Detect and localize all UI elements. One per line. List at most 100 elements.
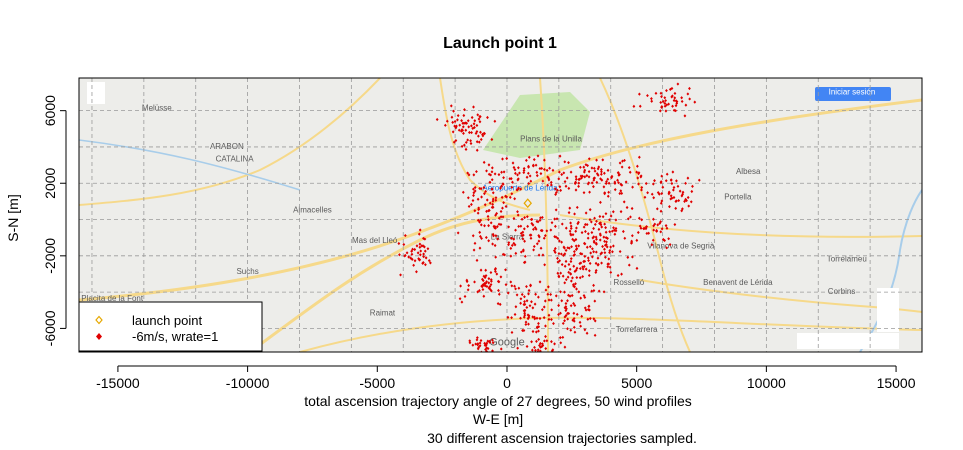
sample-note: 30 different ascension trajectories samp… <box>427 430 697 446</box>
data-point <box>560 299 564 303</box>
data-point <box>545 168 549 172</box>
data-point <box>563 345 567 349</box>
data-point <box>490 166 494 170</box>
data-point <box>486 115 489 120</box>
data-point <box>601 158 605 162</box>
data-point <box>688 86 691 91</box>
data-point <box>640 218 644 222</box>
data-point <box>512 237 516 241</box>
data-point <box>653 178 656 183</box>
data-point <box>585 245 589 249</box>
data-point <box>583 175 587 179</box>
data-point <box>637 182 640 186</box>
data-point <box>574 229 578 233</box>
data-point <box>563 281 567 285</box>
data-point <box>520 292 524 297</box>
data-point <box>585 331 589 335</box>
data-point <box>660 199 664 203</box>
data-point <box>572 301 575 306</box>
data-point <box>587 258 590 263</box>
data-point <box>571 233 575 237</box>
data-point <box>402 242 406 247</box>
legend-launch-point-marker <box>95 315 103 325</box>
data-point <box>522 166 526 171</box>
data-point <box>522 227 526 231</box>
data-point <box>534 348 537 352</box>
data-point <box>644 181 648 186</box>
x-tick-label: 10000 <box>747 375 786 391</box>
data-point <box>650 97 653 101</box>
data-point <box>560 172 564 177</box>
data-point <box>674 206 678 211</box>
data-point <box>559 311 562 315</box>
data-point <box>678 189 682 193</box>
data-point <box>693 100 697 104</box>
data-point <box>485 209 488 213</box>
data-point <box>605 245 609 249</box>
map-park <box>483 92 590 158</box>
data-point <box>683 199 686 203</box>
data-point <box>418 253 422 257</box>
data-point <box>561 274 565 278</box>
data-point <box>493 119 497 123</box>
data-point <box>525 284 528 289</box>
data-point <box>509 246 513 250</box>
data-point <box>499 275 503 279</box>
data-point <box>689 200 693 204</box>
data-point <box>564 308 568 313</box>
data-point <box>593 216 596 220</box>
map-place-label: Almacelles <box>293 205 332 214</box>
data-point <box>560 262 564 267</box>
legend-box <box>78 301 263 352</box>
data-point <box>577 244 581 248</box>
data-point <box>410 257 414 261</box>
data-point <box>469 202 473 207</box>
data-point <box>559 271 563 275</box>
data-point <box>531 163 535 167</box>
data-point <box>659 91 663 95</box>
data-point <box>664 109 668 113</box>
data-point <box>643 195 647 199</box>
data-point <box>659 180 663 184</box>
data-point <box>569 257 573 261</box>
data-point <box>609 270 613 275</box>
data-point <box>496 302 500 306</box>
data-point <box>527 181 531 186</box>
data-point <box>476 343 480 347</box>
data-point <box>573 253 577 257</box>
data-point <box>489 221 493 225</box>
data-point <box>593 299 597 303</box>
map-zoom-control <box>877 288 899 332</box>
data-point <box>429 261 432 265</box>
data-point <box>563 264 567 268</box>
data-point <box>526 171 530 175</box>
data-point <box>476 218 480 222</box>
data-point <box>665 226 669 230</box>
data-point <box>582 241 586 245</box>
data-point <box>568 294 572 298</box>
data-point <box>491 349 494 352</box>
data-point <box>602 235 606 239</box>
data-point <box>600 261 603 265</box>
data-point <box>480 236 483 241</box>
data-point <box>473 189 477 193</box>
data-point <box>566 327 569 331</box>
data-point <box>622 200 626 204</box>
data-point <box>427 259 431 263</box>
data-point <box>600 178 604 182</box>
map-road <box>439 78 531 211</box>
data-point <box>608 230 612 234</box>
data-point <box>510 192 514 196</box>
data-point <box>485 284 489 289</box>
data-point <box>595 158 598 162</box>
data-point <box>410 252 414 256</box>
data-point <box>536 154 540 158</box>
data-point <box>530 221 534 226</box>
x-tick-label: -15000 <box>96 375 140 391</box>
data-point <box>479 268 483 272</box>
data-point <box>681 190 685 194</box>
data-point <box>686 195 690 200</box>
data-point <box>499 222 503 227</box>
data-point <box>491 197 495 201</box>
data-point <box>453 119 457 124</box>
